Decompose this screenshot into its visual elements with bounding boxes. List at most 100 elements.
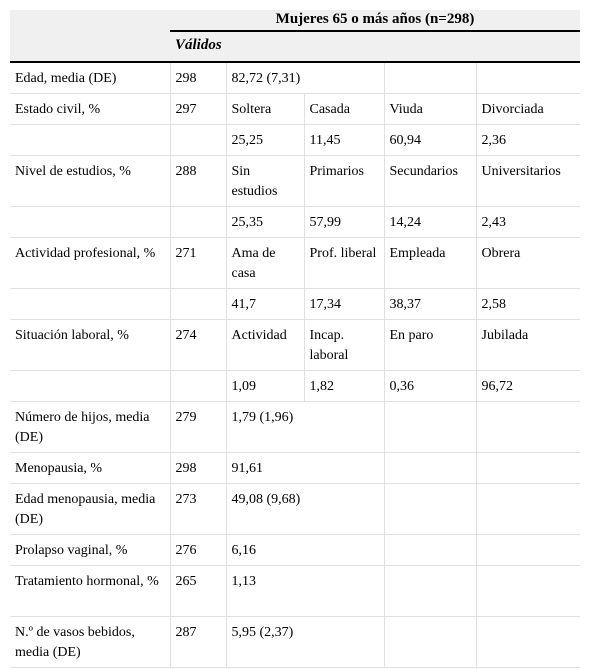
row-category: Jubilada (476, 319, 581, 371)
row-value: 49,08 (9,68) (226, 483, 385, 535)
row-n: 287 (170, 616, 227, 668)
row-value: 41,7 (226, 288, 305, 320)
row-value: 1,09 (226, 370, 305, 402)
row-n (170, 288, 227, 320)
row-n: 297 (170, 93, 227, 125)
row-category: En paro (384, 319, 477, 371)
row-category: Soltera (226, 93, 305, 125)
row-category: Obrera (476, 237, 581, 289)
row-label (10, 206, 171, 238)
header-row-validos: Válidos (10, 31, 581, 63)
row-n (170, 370, 227, 402)
row-label (10, 370, 171, 402)
row-label: Estado civil, % (10, 93, 171, 125)
row-label: Prolapso vaginal, % (10, 534, 171, 566)
row-value (384, 452, 477, 484)
row-value: 60,94 (384, 124, 477, 156)
row-value: 38,37 (384, 288, 477, 320)
row-category: Primarios (304, 155, 385, 207)
row-category: Incap. laboral (304, 319, 385, 371)
row-value: 2,58 (476, 288, 581, 320)
row-value: 2,43 (476, 206, 581, 238)
row-category: Secundarios (384, 155, 477, 207)
row-value (384, 616, 477, 668)
row-value (476, 401, 581, 453)
row-value: 0,36 (384, 370, 477, 402)
row-value (384, 565, 477, 617)
table-row: Número de hijos, media (DE) 279 1,79 (1,… (10, 401, 581, 453)
demographics-table: Mujeres 65 o más años (n=298) Válidos Ed… (10, 10, 581, 668)
row-value (476, 483, 581, 535)
table-row: 25,35 57,99 14,24 2,43 (10, 206, 581, 238)
table-row: Situación laboral, % 274 Actividad Incap… (10, 319, 581, 371)
row-category: Empleada (384, 237, 477, 289)
row-label: N.º de vasos bebidos, media (DE) (10, 616, 171, 668)
row-n: 273 (170, 483, 227, 535)
row-label: Actividad profesional, % (10, 237, 171, 289)
row-value: 2,36 (476, 124, 581, 156)
header-row-group: Mujeres 65 o más años (n=298) (10, 10, 581, 63)
row-value: 1,82 (304, 370, 385, 402)
row-value (384, 534, 477, 566)
table-row: 1,09 1,82 0,36 96,72 (10, 370, 581, 402)
row-value (476, 616, 581, 668)
row-category: Prof. liberal (304, 237, 385, 289)
row-label: Menopausia, % (10, 452, 171, 484)
row-n: 279 (170, 401, 227, 453)
row-label: Número de hijos, media (DE) (10, 401, 171, 453)
row-value: 25,25 (226, 124, 305, 156)
row-n: 274 (170, 319, 227, 371)
table-row: 25,25 11,45 60,94 2,36 (10, 124, 581, 156)
table-row: Menopausia, % 298 91,61 (10, 452, 581, 484)
table-row: Estado civil, % 297 Soltera Casada Viuda… (10, 93, 581, 125)
row-value: 1,79 (1,96) (226, 401, 385, 453)
row-value (476, 452, 581, 484)
row-label: Edad, media (DE) (10, 62, 171, 94)
table-row: 41,7 17,34 38,37 2,58 (10, 288, 581, 320)
row-category: Ama de casa (226, 237, 305, 289)
table-row: Edad, media (DE) 298 82,72 (7,31) (10, 62, 581, 94)
row-n: 276 (170, 534, 227, 566)
row-category: Actividad (226, 319, 305, 371)
table-row: N.º de vasos bebidos, media (DE) 287 5,9… (10, 616, 581, 668)
row-n (170, 206, 227, 238)
row-category: Universitarios (476, 155, 581, 207)
row-label: Tratamiento hormonal, % (10, 565, 171, 617)
row-category: Divorciada (476, 93, 581, 125)
row-value: 5,95 (2,37) (226, 616, 385, 668)
table-row: Edad menopausia, media (DE) 273 49,08 (9… (10, 483, 581, 535)
row-label (10, 288, 171, 320)
row-value: 6,16 (226, 534, 385, 566)
row-n: 298 (170, 62, 227, 94)
table-row: Actividad profesional, % 271 Ama de casa… (10, 237, 581, 289)
row-category: Sin estudios (226, 155, 305, 207)
row-value (476, 565, 581, 617)
row-category: Casada (304, 93, 385, 125)
header-empty-cell (10, 10, 170, 63)
row-value: 91,61 (226, 452, 385, 484)
table-row: Tratamiento hormonal, % 265 1,13 (10, 565, 581, 617)
row-n: 298 (170, 452, 227, 484)
row-value: 14,24 (384, 206, 477, 238)
validos-label: Válidos (170, 31, 581, 63)
row-label: Situación laboral, % (10, 319, 171, 371)
row-value: 17,34 (304, 288, 385, 320)
row-category: Viuda (384, 93, 477, 125)
row-label: Nivel de estudios, % (10, 155, 171, 207)
row-value (476, 62, 581, 94)
table-row: Prolapso vaginal, % 276 6,16 (10, 534, 581, 566)
table-row: Nivel de estudios, % 288 Sin estudios Pr… (10, 155, 581, 207)
row-value (476, 534, 581, 566)
row-value (384, 401, 477, 453)
group-title: Mujeres 65 o más años (n=298) (170, 10, 581, 32)
row-value (384, 62, 477, 94)
row-n: 288 (170, 155, 227, 207)
row-value: 57,99 (304, 206, 385, 238)
row-n: 265 (170, 565, 227, 617)
row-n: 271 (170, 237, 227, 289)
row-n (170, 124, 227, 156)
row-value: 25,35 (226, 206, 305, 238)
row-value: 11,45 (304, 124, 385, 156)
row-label (10, 124, 171, 156)
row-value: 1,13 (226, 565, 385, 617)
